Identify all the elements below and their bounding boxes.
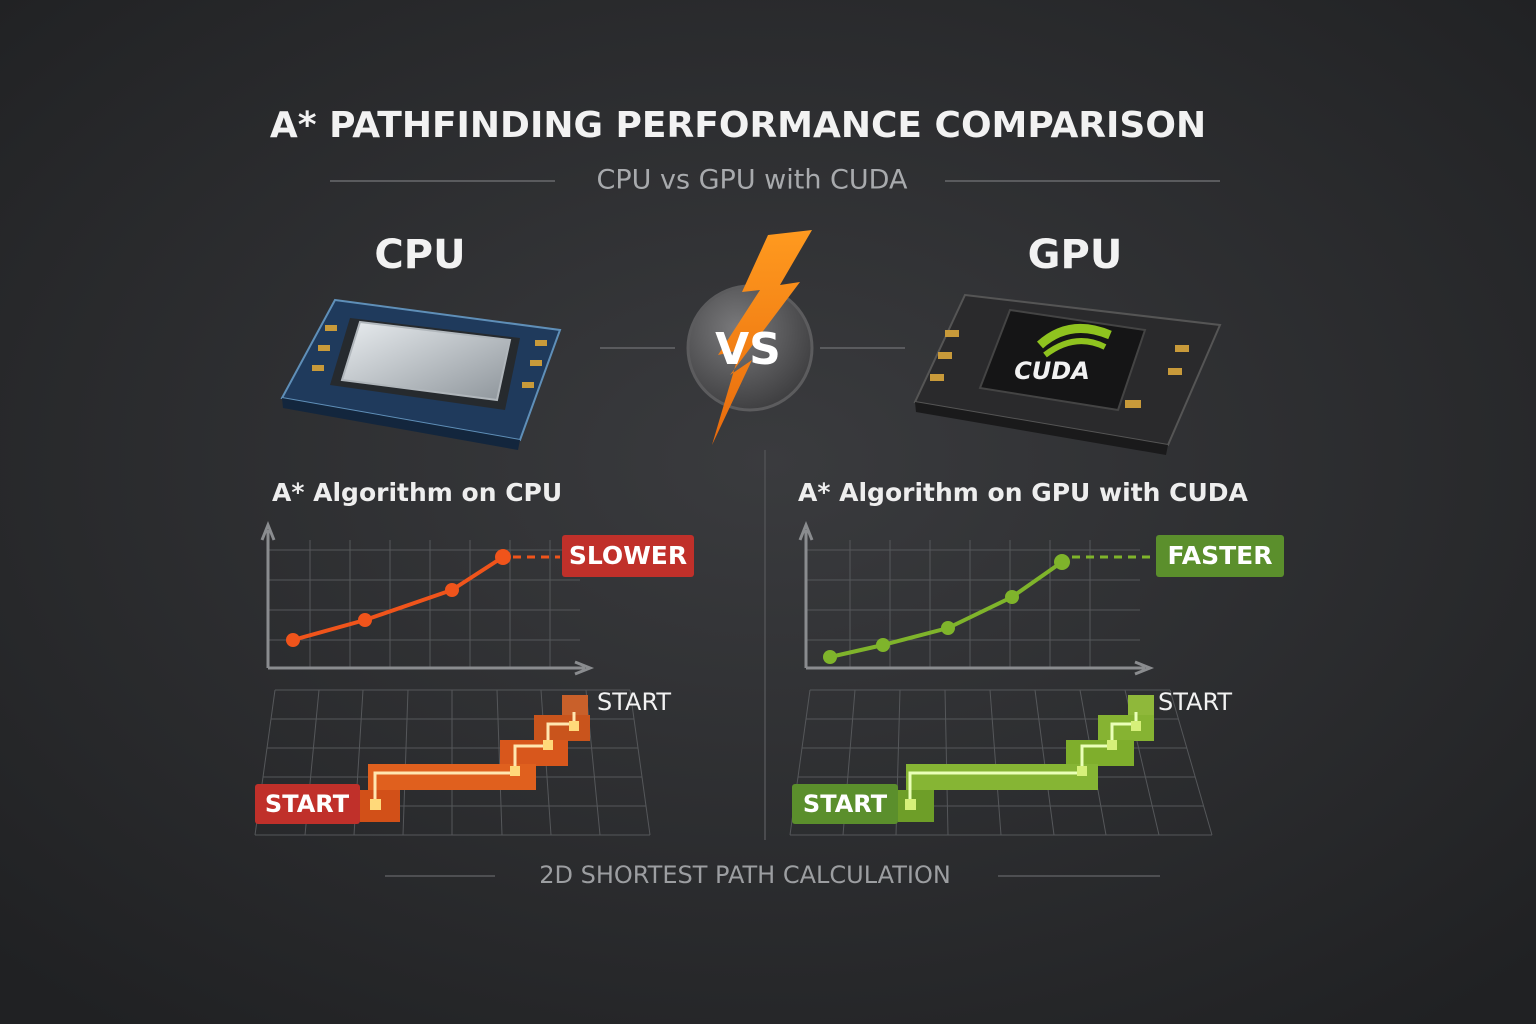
cpu-label: CPU <box>374 232 465 278</box>
lightning <box>712 230 812 445</box>
grid-label: START <box>597 688 671 716</box>
trend-line <box>292 555 505 642</box>
chart-title: A* Algorithm on GPU with CUDA <box>798 478 1249 507</box>
chart-grid <box>268 540 580 668</box>
gpu-chip: CUDA <box>913 293 1222 455</box>
path-cells <box>898 695 1154 822</box>
path-cells <box>360 695 590 822</box>
badge <box>792 784 898 824</box>
badge-text: SLOWER <box>569 541 687 570</box>
grid-label: START <box>1158 688 1232 716</box>
chart-grid <box>806 540 1140 668</box>
trend-points <box>286 549 511 647</box>
title: A* PATHFINDING PERFORMANCE COMPARISON <box>270 105 1206 146</box>
trend-points <box>823 554 1070 664</box>
badge <box>562 535 694 577</box>
cpu-chip <box>280 298 562 450</box>
gpu-label: GPU <box>1028 232 1123 278</box>
axes <box>798 520 1155 676</box>
badge-text: START <box>803 790 888 818</box>
chip-label: CUDA <box>1014 357 1090 385</box>
subtitle: CPU vs GPU with CUDA <box>597 165 908 196</box>
badge <box>255 784 360 824</box>
badge <box>1156 535 1284 577</box>
footer: 2D SHORTEST PATH CALCULATION <box>539 861 951 889</box>
vs-text: VS <box>715 324 781 375</box>
badge-text: FASTER <box>1168 541 1273 570</box>
badge-text: START <box>265 790 350 818</box>
chart-title: A* Algorithm on CPU <box>272 478 562 507</box>
axes <box>260 520 595 676</box>
